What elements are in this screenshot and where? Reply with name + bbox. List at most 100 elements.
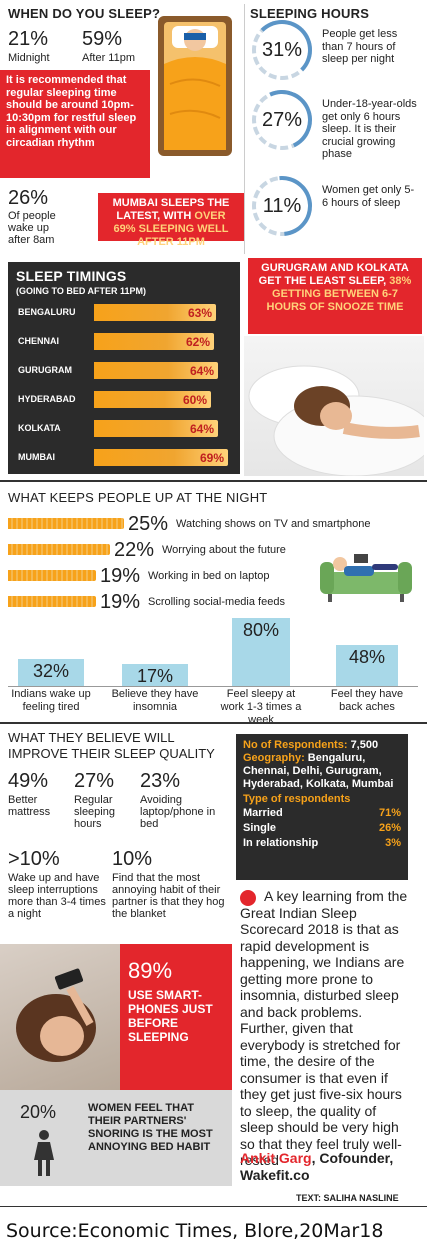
improve-pct: 49% — [8, 770, 49, 792]
hours-panel-divider — [244, 4, 245, 254]
health-category-label: Indians wake up feeling tired — [11, 688, 91, 713]
snore-label: WOMEN FEEL THAT THEIR PARTNERS' SNORING … — [88, 1102, 213, 1153]
night-bar — [8, 596, 96, 607]
respondents-count-value: 7,500 — [350, 739, 379, 751]
mumbai-text-a: MUMBAI SLEEPS THE LATEST, WITH — [112, 197, 230, 222]
phone-pct: 89% — [128, 958, 173, 983]
credit-underline — [0, 1206, 427, 1207]
respondents-rows: Married 71% Single 26% In relationship 3% — [243, 806, 401, 851]
improve-label: Regular sleeping hours — [74, 794, 115, 830]
mumbai-box: MUMBAI SLEEPS THE LATEST, WITH OVER 69% … — [98, 193, 244, 248]
wake-pct: 26% — [8, 187, 49, 209]
respondent-type-label: Single — [243, 822, 277, 834]
section-divider-1 — [0, 480, 427, 482]
night-bar — [8, 544, 110, 555]
health-category-label: Believe they have insomnia — [111, 688, 199, 713]
phone-label: USE SMART-PHONES JUST BEFORE SLEEPING — [128, 988, 213, 1044]
quote-author: Ankit Garg — [240, 1150, 312, 1166]
quote-role: , Cofounder, Wakefit.co — [240, 1150, 394, 1183]
night-category-label: Working in bed on laptop — [148, 570, 270, 582]
improve-label: Avoiding laptop/phone in bed — [140, 794, 216, 830]
health-baseline — [8, 686, 418, 687]
timings-bar — [94, 304, 216, 321]
quote-icon — [240, 890, 256, 906]
timings-bar — [94, 333, 214, 350]
respondent-type-value: 71% — [378, 807, 401, 819]
snore-box: 20% WOMEN FEEL THAT THEIR PARTNERS' SNOR… — [0, 1090, 232, 1186]
respondents-count: No of Respondents: 7,500 — [243, 739, 401, 752]
timings-value-label: 69% — [200, 451, 225, 465]
midnight-label: Midnight — [8, 52, 50, 64]
night-bar — [8, 570, 96, 581]
timings-city-label: KOLKATA — [18, 423, 61, 433]
respondents-geo: Geography: Bengaluru, Chennai, Delhi, Gu… — [243, 752, 401, 791]
night-value-label: 25% — [128, 513, 169, 535]
phone-stat-box: 89% USE SMART-PHONES JUST BEFORE SLEEPIN… — [120, 944, 232, 1090]
hours-arc — [243, 81, 321, 159]
respondents-geo-value: Bengaluru, Chennai, Delhi, Gurugram, Hyd… — [243, 752, 394, 790]
timings-value-label: 64% — [190, 364, 215, 378]
health-bar: 17% — [122, 664, 188, 686]
timings-value-label: 64% — [190, 422, 215, 436]
section-divider-2 — [0, 722, 427, 724]
respondent-type-value: 3% — [385, 837, 401, 849]
woman-icon — [32, 1130, 56, 1176]
night-value-label: 22% — [114, 539, 155, 561]
respondents-geo-label: Geography: — [243, 752, 305, 764]
hours-circle: 11% — [252, 176, 312, 236]
health-bar: 80% — [232, 618, 290, 686]
when-sleep-title: WHEN DO YOU SLEEP? — [8, 6, 161, 21]
hours-arc — [239, 163, 325, 249]
wake-label: Of people wake up after 8am — [8, 210, 56, 246]
improve-title: WHAT THEY BELIEVE WILL IMPROVE THEIR SLE… — [8, 730, 215, 761]
blanket-pct: 10% — [112, 848, 153, 870]
health-bar: 32% — [18, 659, 84, 686]
respondent-row: In relationship 3% — [243, 836, 401, 851]
phone-woman-photo — [0, 944, 120, 1090]
health-value-label: 48% — [348, 647, 386, 667]
blanket-label: Find that the most annoying habit of the… — [112, 872, 225, 920]
hours-label: People get less than 7 hours of sleep pe… — [322, 28, 398, 65]
gurugram-text-b: 38% GETTING BETWEEN 6-7 HOURS OF SNOOZE … — [266, 275, 412, 313]
night-category-label: Watching shows on TV and smartphone — [176, 518, 371, 530]
hours-label: Women get only 5-6 hours of sleep — [322, 184, 415, 209]
health-value-label: 80% — [242, 620, 280, 640]
source-line: Source:Economic Times, Blore,20Mar18 — [6, 1220, 384, 1242]
timings-bar — [94, 391, 211, 408]
quote-text: A key learning from the Great Indian Sle… — [240, 888, 408, 1168]
snore-pct: 20% — [20, 1102, 57, 1122]
health-bar: 48% — [336, 645, 398, 686]
recommend-box: It is recommended that regular sleeping … — [0, 70, 150, 178]
respondent-type-value: 26% — [378, 822, 401, 834]
improve-label: Better mattress — [8, 794, 51, 818]
hours-pct: 11% — [262, 194, 302, 217]
gurugram-text-a: GURUGRAM AND KOLKATA GET THE LEAST SLEEP… — [258, 262, 409, 287]
timings-city-label: CHENNAI — [18, 336, 60, 346]
hours-circle: 27% — [252, 90, 312, 150]
sleeping-woman-photo — [244, 336, 424, 476]
bed-illustration — [150, 14, 240, 164]
health-category-label: Feel they have back aches — [330, 688, 404, 713]
mumbai-text-b: OVER 69% SLEEPING WELL AFTER 11PM — [113, 210, 229, 248]
timings-value-label: 62% — [186, 335, 211, 349]
health-value-label: 17% — [136, 666, 174, 686]
respondent-type-label: In relationship — [243, 837, 319, 849]
night-value-label: 19% — [100, 565, 141, 587]
respondents-count-label: No of Respondents: — [243, 739, 348, 751]
timings-bar — [94, 362, 218, 379]
timings-city-label: GURUGRAM — [18, 365, 72, 375]
improve-pct: 23% — [140, 770, 181, 792]
health-value-label: 32% — [32, 661, 70, 681]
respondents-panel: No of Respondents: 7,500 Geography: Beng… — [236, 734, 408, 880]
hours-label: Under-18-year-olds get only 6 hours slee… — [322, 98, 417, 160]
sleep-timings-title: SLEEP TIMINGS — [16, 268, 127, 284]
timings-bar — [94, 449, 228, 466]
respondent-type-label: Married — [243, 807, 283, 819]
gurugram-box: GURUGRAM AND KOLKATA GET THE LEAST SLEEP… — [248, 258, 422, 334]
respondent-row: Single 26% — [243, 821, 401, 836]
quote-attribution: Ankit Garg, Cofounder, Wakefit.co — [240, 1150, 420, 1184]
timings-value-label: 63% — [188, 306, 213, 320]
sleep-timings-panel: SLEEP TIMINGS (GOING TO BED AFTER 11PM) … — [8, 262, 240, 474]
interrupt-pct: >10% — [8, 848, 60, 870]
after11-pct: 59% — [82, 28, 123, 50]
